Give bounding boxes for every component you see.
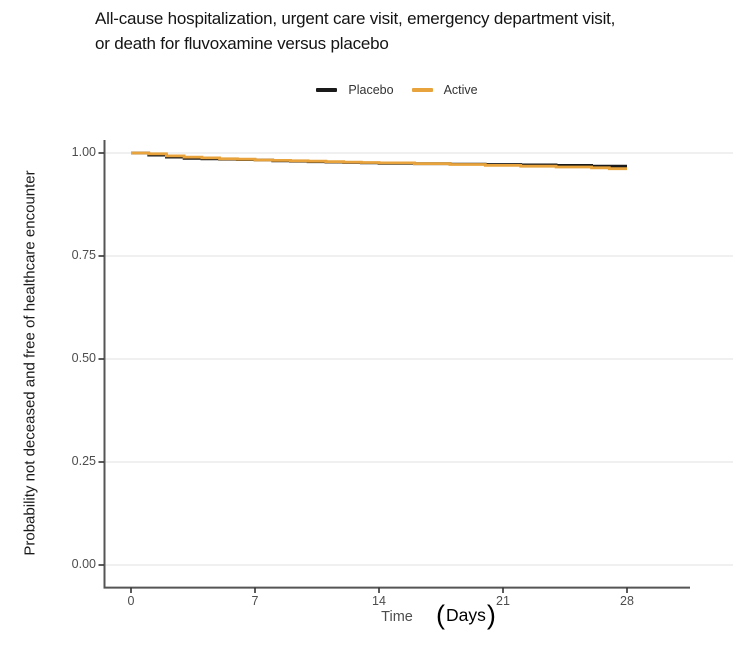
y-tick-label: 1.00 <box>71 145 96 159</box>
y-tick-label: 0.25 <box>71 454 96 468</box>
x-axis-title: Time <box>381 609 413 625</box>
x-tick-label: 21 <box>496 594 510 608</box>
close-paren: ) <box>486 600 496 630</box>
legend-item-active: Active <box>411 83 478 97</box>
legend-item-placebo: Placebo <box>316 83 394 97</box>
legend-label-placebo: Placebo <box>348 83 394 97</box>
figure-title-line1: All-cause hospitalization, urgent care v… <box>95 9 616 28</box>
legend-label-active: Active <box>443 83 478 97</box>
y-axis-title: Probability not deceased and free of hea… <box>21 170 39 556</box>
units-word: Days <box>446 605 486 625</box>
placebo-line-swatch <box>316 88 338 92</box>
x-tick-label: 14 <box>372 594 386 608</box>
y-tick-label: 0.00 <box>71 557 96 571</box>
x-axis-units-annotation: ( Days ) <box>436 598 496 632</box>
figure-title: All-cause hospitalization, urgent care v… <box>95 6 615 56</box>
x-tick-label: 0 <box>127 594 135 608</box>
active-line-swatch <box>411 88 433 92</box>
x-tick-label: 7 <box>251 594 259 608</box>
y-tick-label: 0.75 <box>71 248 96 262</box>
y-tick-label: 0.50 <box>71 351 96 365</box>
legend: Placebo Active <box>104 83 690 97</box>
figure-title-line2: or death for fluvoxamine versus placebo <box>95 34 389 53</box>
x-tick-label: 28 <box>620 594 634 608</box>
open-paren: ( <box>436 600 445 630</box>
